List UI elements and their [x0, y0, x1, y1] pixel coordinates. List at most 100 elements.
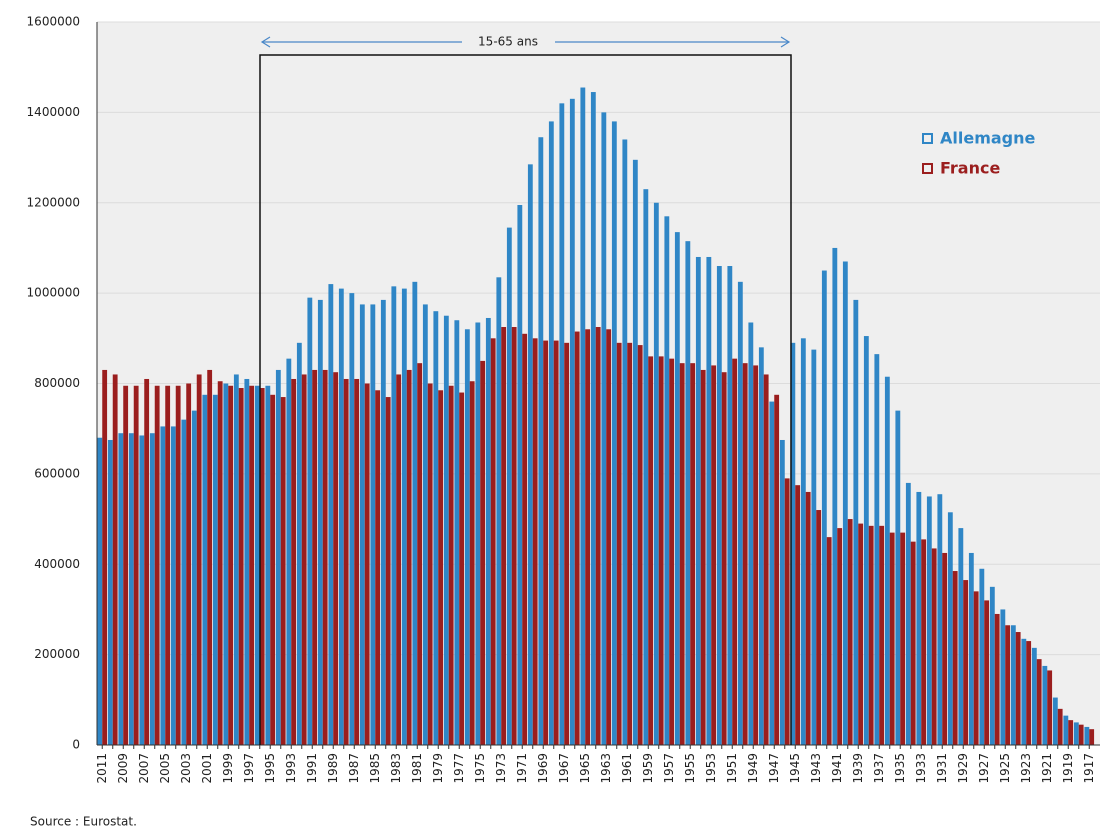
x-tick-label: 1975 — [473, 753, 487, 784]
y-tick-label: 1400000 — [27, 105, 80, 119]
bar — [459, 392, 465, 745]
bar — [259, 388, 265, 745]
bar — [532, 338, 538, 745]
bar — [1068, 720, 1074, 745]
x-tick-label: 1937 — [872, 753, 886, 784]
bar — [343, 378, 349, 745]
x-tick-label: 1945 — [788, 753, 802, 784]
bar — [454, 320, 460, 745]
bar — [406, 369, 412, 745]
bar — [223, 383, 229, 745]
x-tick-label: 1967 — [557, 753, 571, 784]
bar — [1015, 632, 1021, 745]
bar — [716, 266, 722, 745]
bar — [853, 299, 859, 745]
bar — [763, 374, 769, 745]
source: Source : Eurostat. — [30, 815, 137, 829]
bar — [469, 381, 475, 745]
bar — [947, 512, 953, 745]
bar — [401, 288, 407, 745]
bar — [700, 369, 706, 745]
bar — [511, 327, 517, 745]
bar — [574, 331, 580, 745]
bar — [784, 478, 790, 745]
x-tick-label: 1957 — [662, 753, 676, 784]
bar — [301, 374, 307, 745]
bar — [664, 216, 670, 745]
bar — [270, 394, 276, 745]
bar — [632, 159, 638, 745]
bar — [758, 347, 764, 745]
bar — [275, 369, 281, 745]
bars — [97, 87, 1095, 746]
bar — [884, 376, 890, 745]
bar — [868, 525, 874, 745]
y-tick-label: 400000 — [34, 557, 80, 571]
bar — [847, 519, 853, 745]
bar — [737, 281, 743, 745]
bar — [123, 385, 129, 745]
bar — [837, 528, 843, 745]
arrow-head — [260, 36, 271, 48]
bar — [286, 358, 292, 745]
x-tick-label: 1995 — [263, 753, 277, 784]
bar — [112, 374, 118, 745]
bar — [291, 378, 297, 745]
bar — [506, 227, 512, 745]
bar — [790, 342, 796, 745]
bar — [427, 383, 433, 745]
bar — [165, 385, 171, 745]
legend-swatch — [922, 133, 933, 144]
bar — [265, 385, 271, 745]
bar — [186, 383, 192, 745]
x-tick-label: 1979 — [431, 753, 445, 784]
bar — [375, 390, 381, 745]
bar — [695, 256, 701, 745]
x-tick-label: 1951 — [725, 753, 739, 784]
bar — [149, 433, 155, 745]
bar — [1089, 729, 1095, 745]
bar — [753, 365, 759, 745]
bar — [238, 388, 244, 745]
bar — [984, 600, 990, 745]
x-tick-label: 1985 — [368, 753, 382, 784]
bar — [858, 523, 864, 745]
bar — [1042, 665, 1048, 745]
bar — [826, 537, 832, 745]
y-tick-label: 1000000 — [27, 286, 80, 300]
bar — [1063, 715, 1069, 745]
bar — [139, 435, 145, 745]
bar — [485, 317, 491, 745]
bar — [580, 87, 586, 746]
y-tick-label: 1600000 — [27, 15, 80, 29]
x-tick-label: 1965 — [578, 753, 592, 784]
bar — [317, 299, 323, 745]
bar — [889, 532, 895, 745]
bar — [679, 363, 685, 745]
bar — [606, 329, 612, 745]
bar — [160, 426, 166, 745]
bar — [412, 281, 418, 745]
bar — [417, 363, 423, 745]
bar — [296, 342, 302, 745]
x-tick-label: 2009 — [116, 753, 130, 784]
bar — [1010, 625, 1016, 745]
bar — [874, 354, 880, 745]
bar — [863, 336, 869, 745]
x-tick-label: 1927 — [977, 753, 991, 784]
x-tick-label: 1941 — [830, 753, 844, 784]
bar — [422, 304, 428, 745]
x-tick-label: 1991 — [305, 753, 319, 784]
bar — [690, 363, 696, 745]
bar — [1084, 726, 1090, 745]
bar — [212, 394, 218, 745]
bar — [438, 390, 444, 745]
x-tick-label: 2011 — [95, 753, 109, 784]
x-tick-label: 1959 — [641, 753, 655, 784]
bar — [333, 372, 339, 745]
bar — [706, 256, 712, 745]
bar — [359, 304, 365, 745]
bar — [396, 374, 402, 745]
legend-label: Allemagne — [940, 129, 1036, 148]
